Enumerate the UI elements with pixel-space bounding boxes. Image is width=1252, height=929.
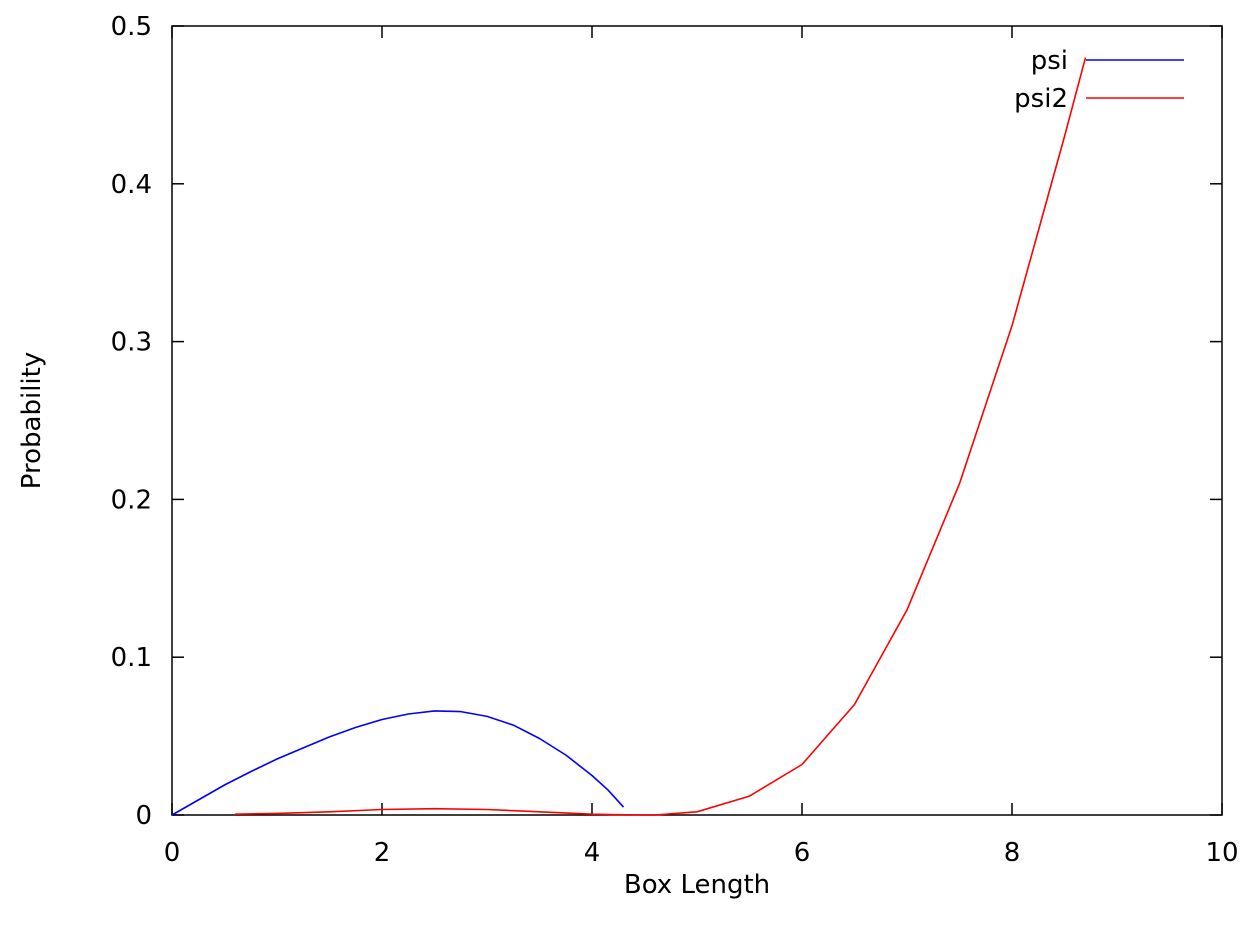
series-line-psi2 bbox=[234, 57, 1087, 816]
plot-area bbox=[171, 25, 1223, 816]
series-line-psi bbox=[171, 710, 625, 816]
x-tick-label: 4 bbox=[584, 838, 601, 868]
y-tick-label: 0.2 bbox=[111, 485, 152, 515]
x-tick-label: 10 bbox=[1205, 838, 1238, 868]
plot-frame bbox=[171, 25, 1223, 816]
legend: psi psi2 bbox=[1014, 46, 1184, 114]
tick-labels: 0 2 4 6 8 10 0 0.1 0.2 0.3 0.4 0.5 bbox=[111, 12, 1239, 868]
y-tick-label: 0 bbox=[135, 801, 152, 831]
x-tick-label: 0 bbox=[164, 838, 181, 868]
legend-label: psi2 bbox=[1014, 84, 1068, 114]
axis-ticks bbox=[171, 25, 1223, 816]
x-axis-label: Box Length bbox=[624, 870, 770, 900]
y-tick-label: 0.4 bbox=[111, 170, 152, 200]
y-axis-label: Probability bbox=[17, 352, 47, 489]
y-tick-label: 0.1 bbox=[111, 643, 152, 673]
series-lines bbox=[171, 57, 1087, 816]
x-tick-label: 6 bbox=[794, 838, 811, 868]
y-tick-label: 0.3 bbox=[111, 328, 152, 358]
y-tick-label: 0.5 bbox=[111, 12, 152, 42]
legend-label: psi bbox=[1031, 46, 1068, 76]
x-tick-label: 2 bbox=[374, 838, 391, 868]
x-tick-label: 8 bbox=[1004, 838, 1021, 868]
